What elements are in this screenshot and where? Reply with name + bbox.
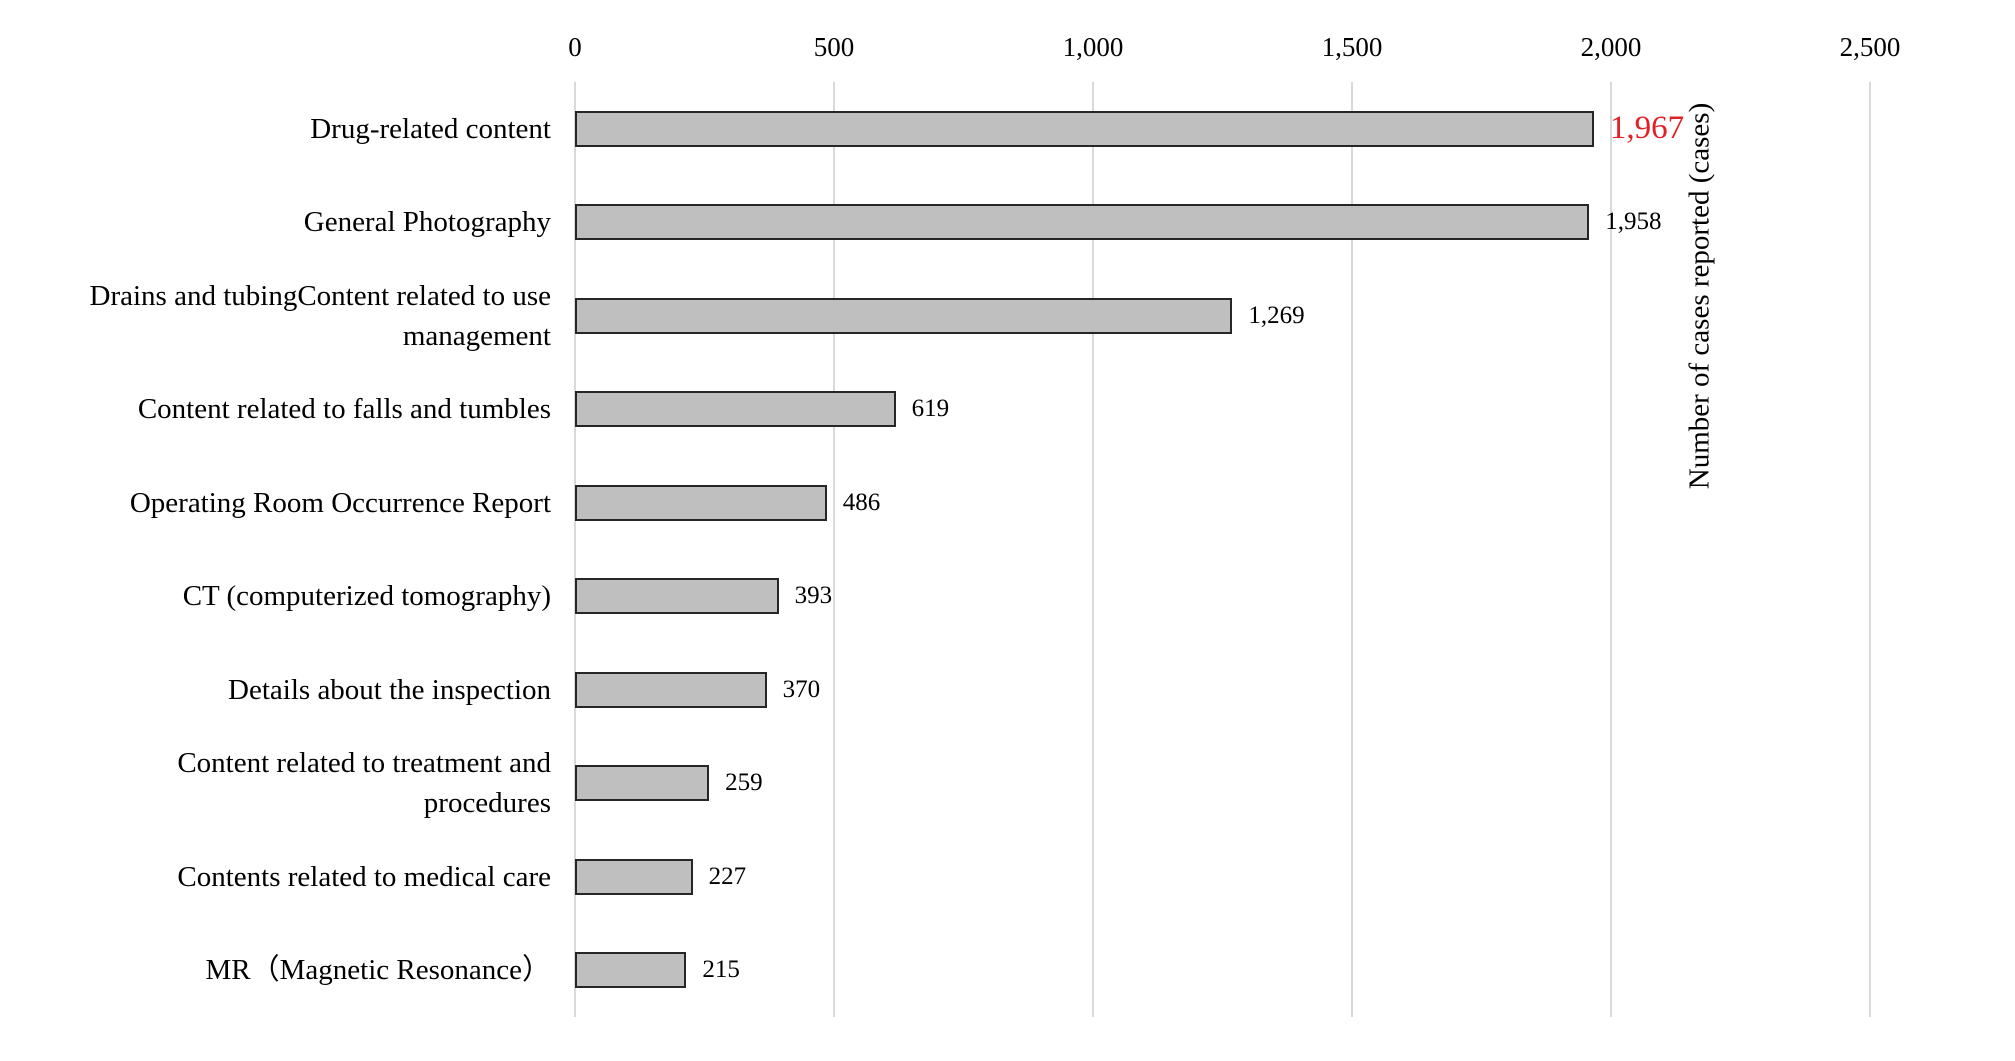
category-label-line: procedures: [423, 787, 551, 820]
category-label: General Photography: [0, 176, 551, 270]
category-label-line: General Photography: [303, 206, 551, 239]
bar: [575, 110, 1594, 147]
axis-tick-label: 1,500: [1321, 32, 1383, 62]
value-label: 215: [702, 956, 740, 984]
category-label: Drug-related content: [0, 82, 551, 176]
bar: [575, 952, 687, 989]
right-axis-title: Number of cases reported (cases): [1683, 102, 1716, 490]
gridline: [574, 82, 576, 1017]
axis-tick-label: 0: [568, 32, 582, 62]
gridline: [1092, 82, 1094, 1017]
axis-tick-label: 2,500: [1839, 32, 1901, 62]
category-label-line: management: [402, 319, 551, 352]
bar: [575, 391, 896, 428]
bar: [575, 297, 1233, 334]
value-label: 393: [794, 582, 833, 610]
bar: [575, 765, 710, 802]
axis-tick-label: 2,000: [1580, 32, 1642, 62]
gridline: [1869, 82, 1871, 1017]
value-label: 619: [911, 395, 950, 423]
category-label: Content related to treatment and procedur…: [0, 737, 551, 831]
category-label: Contents related to medical care: [0, 830, 551, 924]
category-label-line: Drains and tubingContent related to use: [89, 279, 551, 312]
value-label: 1,269: [1248, 301, 1305, 329]
category-label: Drains and tubingContent related to use m…: [0, 269, 551, 363]
category-label: CT (computerized tomography): [0, 550, 551, 644]
category-label: MR（Magnetic Resonance）: [0, 924, 551, 1018]
bar: [575, 484, 827, 521]
bar: [575, 204, 1590, 241]
category-label-line: Content related to falls and tumbles: [137, 393, 551, 426]
value-label: 1,958: [1605, 208, 1662, 236]
category-label-line: Details about the inspection: [228, 673, 551, 706]
bar: [575, 671, 767, 708]
value-label: 370: [782, 675, 821, 703]
category-label-line: Contents related to medical care: [177, 860, 551, 893]
value-label: 259: [725, 769, 763, 797]
category-label-line: CT (computerized tomography): [182, 580, 551, 613]
axis-tick-label: 500: [813, 32, 855, 62]
value-label: 486: [842, 488, 881, 516]
gridline: [833, 82, 835, 1017]
bar: [575, 858, 693, 895]
category-label: Content related to falls and tumbles: [0, 363, 551, 457]
gridline: [1351, 82, 1353, 1017]
value-label: 1,967: [1609, 110, 1685, 147]
category-label-line: Content related to treatment and: [177, 747, 551, 780]
category-label: Operating Room Occurrence Report: [0, 456, 551, 550]
category-label-line: Operating Room Occurrence Report: [129, 486, 551, 519]
bar: [575, 578, 779, 615]
category-label-line: MR（Magnetic Resonance）: [205, 954, 551, 987]
category-label: Details about the inspection: [0, 643, 551, 737]
gridline: [1610, 82, 1612, 1017]
value-label: 227: [708, 862, 747, 890]
axis-tick-label: 1,000: [1062, 32, 1124, 62]
category-label-line: Drug-related content: [310, 112, 551, 145]
